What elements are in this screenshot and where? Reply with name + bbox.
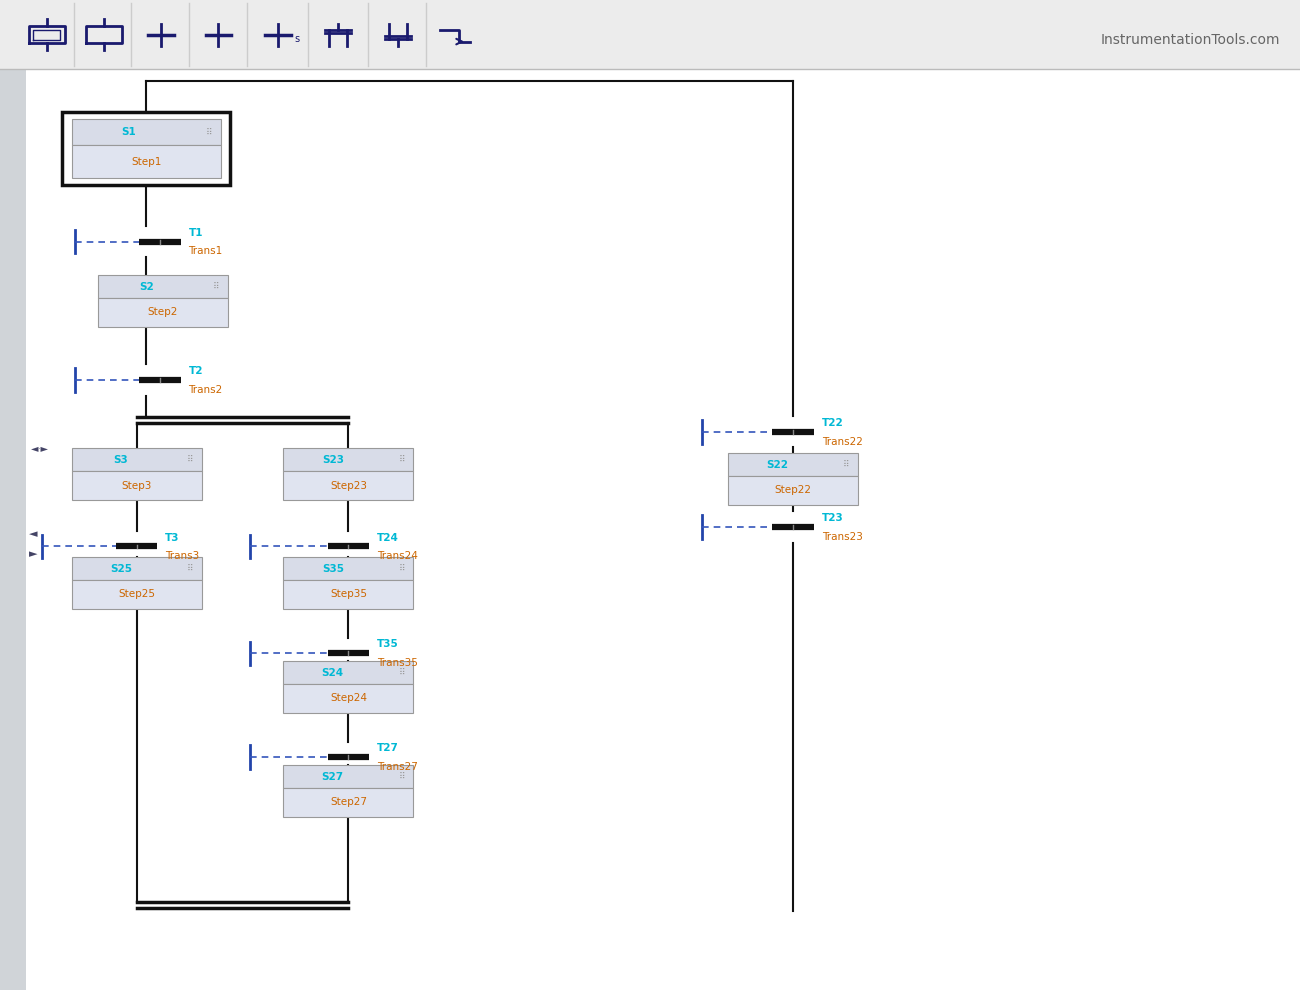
Text: Trans1: Trans1 (188, 247, 222, 256)
Text: ⠿: ⠿ (398, 772, 406, 781)
Bar (72, 580, 202, 609)
Bar (283, 661, 413, 684)
Bar (283, 788, 413, 817)
Bar (0, 69, 26, 990)
Text: Step27: Step27 (330, 797, 367, 807)
Bar (283, 471, 413, 500)
Text: T2: T2 (188, 366, 203, 376)
Text: s: s (295, 34, 300, 44)
Text: S25: S25 (111, 563, 131, 573)
Text: T3: T3 (165, 533, 179, 543)
Bar (72, 119, 221, 145)
Text: S3: S3 (113, 454, 129, 464)
Text: Step25: Step25 (118, 589, 155, 599)
Text: T23: T23 (822, 513, 844, 523)
Text: InstrumentationTools.com: InstrumentationTools.com (1101, 33, 1280, 47)
Text: T27: T27 (377, 743, 399, 753)
Text: Trans2: Trans2 (188, 385, 222, 395)
Text: ⠿: ⠿ (186, 455, 194, 464)
Text: Trans24: Trans24 (377, 551, 417, 561)
Text: T35: T35 (377, 640, 399, 649)
Bar (72, 557, 202, 580)
Text: Trans23: Trans23 (822, 532, 862, 542)
Text: S24: S24 (321, 667, 345, 677)
Text: S2: S2 (139, 281, 155, 291)
Text: S35: S35 (322, 563, 343, 573)
Bar (72, 145, 221, 178)
Text: Step23: Step23 (330, 480, 367, 490)
Text: S1: S1 (121, 127, 135, 137)
Bar (72, 448, 202, 471)
Bar (283, 580, 413, 609)
Text: ⠿: ⠿ (186, 564, 194, 573)
Bar (62, 112, 230, 185)
Text: Step24: Step24 (330, 693, 367, 703)
Text: ⠿: ⠿ (205, 128, 213, 137)
Text: Step2: Step2 (147, 307, 178, 317)
Text: ⠿: ⠿ (842, 460, 850, 469)
Text: Step1: Step1 (131, 156, 161, 166)
Text: Trans22: Trans22 (822, 437, 862, 446)
Text: ⠿: ⠿ (212, 282, 220, 291)
Text: ⠿: ⠿ (398, 668, 406, 677)
Bar (728, 453, 858, 476)
Text: S22: S22 (767, 459, 788, 469)
Bar (98, 275, 228, 298)
Bar (283, 557, 413, 580)
Text: ⠿: ⠿ (398, 455, 406, 464)
Bar (728, 476, 858, 505)
Text: ◄·►: ◄·► (31, 444, 49, 453)
Text: Step22: Step22 (775, 485, 811, 495)
Text: ►: ► (29, 549, 38, 559)
Text: S23: S23 (322, 454, 343, 464)
Text: Trans35: Trans35 (377, 658, 417, 668)
Bar (283, 684, 413, 713)
Text: T1: T1 (188, 228, 203, 238)
Text: Step3: Step3 (121, 480, 152, 490)
Bar (283, 765, 413, 788)
Bar (98, 298, 228, 327)
Text: ◄: ◄ (29, 530, 38, 540)
Text: Step35: Step35 (330, 589, 367, 599)
Text: Trans3: Trans3 (165, 551, 199, 561)
Bar (0, 0, 1300, 69)
Text: ⠿: ⠿ (398, 564, 406, 573)
Bar (72, 471, 202, 500)
Text: T24: T24 (377, 533, 399, 543)
Text: T22: T22 (822, 418, 844, 428)
Text: Trans27: Trans27 (377, 762, 417, 772)
Bar (283, 448, 413, 471)
Text: S27: S27 (321, 771, 345, 781)
